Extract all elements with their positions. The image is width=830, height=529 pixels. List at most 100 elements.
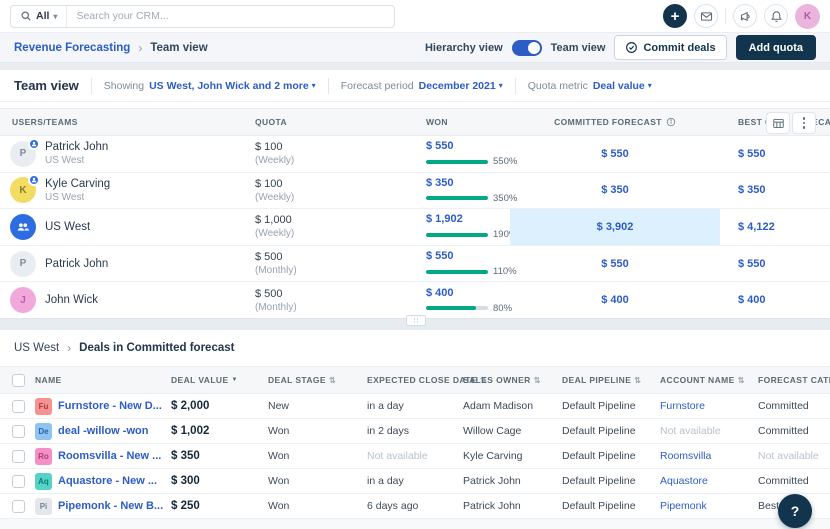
committed-value-link[interactable]: $ 350 (601, 184, 629, 197)
column-account-name[interactable]: ACCOUNT NAME ⇅ (660, 375, 745, 385)
splitter-drag-handle[interactable]: ∷ (406, 315, 426, 326)
showing-filter-dropdown[interactable]: US West, John Wick and 2 more (149, 79, 309, 92)
best-case-value-link[interactable]: $ 4,122 (738, 220, 775, 233)
deal-name-link[interactable]: Pipemonk - New B... (58, 500, 164, 512)
won-value-link[interactable]: $ 1,902 (426, 213, 463, 226)
table-row: P Patrick John $ 500 (Monthly) $ 550 110%… (0, 246, 830, 283)
won-value-link[interactable]: $ 350 (426, 176, 454, 189)
deal-row[interactable]: Fu Furnstore - New D... $ 2,000 New in a … (0, 394, 830, 419)
expected-close-date: in a day (367, 400, 404, 412)
column-deal-pipeline[interactable]: DEAL PIPELINE ⇅ (562, 375, 642, 385)
chevron-down-icon[interactable]: ▾ (647, 81, 652, 90)
deal-row[interactable]: Pi Pipemonk - New B... $ 250 Won 6 days a… (0, 494, 830, 519)
chevron-down-icon[interactable]: ▾ (498, 81, 503, 90)
more-options-button[interactable] (792, 112, 816, 134)
view-toggle[interactable] (511, 39, 542, 56)
best-case-value-link[interactable]: $ 550 (738, 257, 766, 270)
account-name-link[interactable]: Furnstore (660, 400, 705, 412)
user-name[interactable]: Patrick John (45, 141, 109, 154)
email-button[interactable] (694, 4, 718, 28)
deal-value: $ 300 (171, 475, 200, 487)
column-deal-stage[interactable]: DEAL STAGE ⇅ (268, 375, 337, 385)
deal-stage: Won (268, 500, 290, 512)
best-case-value-link[interactable]: $ 400 (738, 294, 766, 307)
panel-splitter: ∷ (0, 315, 830, 330)
won-value-link[interactable]: $ 550 (426, 140, 454, 153)
deal-tag: De (35, 422, 52, 440)
best-case-value-link[interactable]: $ 350 (738, 184, 766, 197)
help-button[interactable]: ? (778, 494, 812, 528)
quick-add-button[interactable]: + (663, 4, 687, 28)
deal-value: $ 1,002 (171, 425, 210, 437)
deal-name-link[interactable]: Furnstore - New D... (58, 400, 162, 412)
sales-owner: Willow Cage (463, 425, 522, 437)
deals-breadcrumb-parent[interactable]: US West (14, 342, 60, 354)
user-name[interactable]: Patrick John (45, 257, 109, 270)
best-case-value-link[interactable]: $ 550 (738, 147, 766, 160)
sales-owner: Adam Madison (463, 400, 534, 412)
quota-metric-dropdown[interactable]: Deal value (592, 79, 645, 92)
attainment-bar (426, 232, 488, 237)
deal-name-link[interactable]: Roomsvilla - New ... (58, 450, 162, 462)
search-input[interactable] (67, 10, 394, 22)
account-name-link[interactable]: Aquastore (660, 475, 708, 487)
forecast-table-body: P Patrick John US West $ 100 (Weekly) $ 55… (0, 136, 830, 318)
row-checkbox[interactable] (12, 399, 25, 413)
deals-table-header: NAME DEAL VALUE ▼ DEAL STAGE ⇅ EXPECTED CL… (0, 366, 830, 394)
notifications-button[interactable] (764, 4, 788, 28)
info-icon[interactable] (666, 117, 676, 127)
won-value-link[interactable]: $ 400 (426, 286, 454, 299)
forecast-category: Committed (758, 475, 809, 487)
commit-deals-button[interactable]: Commit deals (614, 35, 727, 60)
committed-value-link[interactable]: $ 550 (601, 147, 629, 160)
user-avatar[interactable]: K (795, 3, 820, 29)
deal-row[interactable]: De deal -willow -won $ 1,002 Won in 2 day… (0, 419, 830, 444)
row-checkbox[interactable] (12, 474, 25, 488)
search-scope-dropdown[interactable]: All ▾ (11, 5, 68, 27)
team-name[interactable]: US West (45, 220, 91, 233)
deal-pipeline: Default Pipeline (562, 475, 636, 487)
deal-pipeline: Default Pipeline (562, 425, 636, 437)
table-settings-button[interactable] (766, 112, 790, 134)
won-value-link[interactable]: $ 550 (426, 250, 454, 263)
column-forecast-category[interactable]: FORECAST CATEGORY (758, 375, 830, 385)
forecast-category: Committed (758, 425, 809, 437)
forecast-category: Committed (758, 400, 809, 412)
user-name[interactable]: John Wick (45, 294, 99, 307)
bell-icon (770, 10, 782, 22)
column-expected-close-date[interactable]: EXPECTED CLOSE DATE ⇅ (367, 375, 488, 385)
row-checkbox[interactable] (12, 449, 25, 463)
user-name[interactable]: Kyle Carving (45, 177, 111, 190)
global-search: All ▾ (10, 4, 395, 28)
column-deal-value[interactable]: DEAL VALUE ▼ (171, 375, 238, 385)
team-view-panel: Team view Showing US West, John Wick and… (0, 70, 830, 318)
quota-period: (Monthly) (255, 265, 297, 277)
chevron-right-icon: › (67, 341, 72, 355)
deal-name-link[interactable]: deal -willow -won (58, 425, 149, 437)
deal-row[interactable]: Ro Roomsvilla - New ... $ 350 Won Not ava… (0, 444, 830, 469)
deal-row[interactable]: Aq Aquastore - New ... $ 300 Won in a day… (0, 469, 830, 494)
committed-value-link[interactable]: $ 3,902 (596, 220, 634, 233)
attainment-percent: 80% (493, 302, 513, 314)
header-actions: Hierarchy view Team view Commit deals Ad… (425, 35, 816, 60)
committed-value-link[interactable]: $ 400 (601, 294, 629, 307)
forecast-period-dropdown[interactable]: December 2021 (418, 79, 496, 92)
account-name-link[interactable]: Roomsvilla (660, 450, 712, 462)
column-sales-owner[interactable]: SALES OWNER ⇅ (463, 375, 541, 385)
account-name-link[interactable]: Pipemonk (660, 500, 707, 512)
row-checkbox[interactable] (12, 499, 25, 513)
committed-cell-highlighted[interactable]: $ 3,902 (510, 209, 720, 245)
row-checkbox[interactable] (12, 424, 25, 438)
chevron-down-icon: ▾ (53, 11, 58, 21)
breadcrumb-parent-link[interactable]: Revenue Forecasting (14, 41, 131, 54)
sales-owner: Kyle Carving (463, 450, 523, 462)
committed-value-link[interactable]: $ 550 (601, 257, 629, 270)
select-all-checkbox[interactable] (12, 373, 25, 387)
avatar: P (10, 137, 40, 167)
announcements-button[interactable] (733, 4, 757, 28)
add-quota-button[interactable]: Add quota (735, 35, 816, 60)
deal-name-link[interactable]: Aquastore - New ... (58, 475, 158, 487)
attainment-percent: 110% (493, 266, 517, 278)
people-icon (17, 223, 30, 231)
chevron-down-icon[interactable]: ▾ (311, 81, 316, 90)
